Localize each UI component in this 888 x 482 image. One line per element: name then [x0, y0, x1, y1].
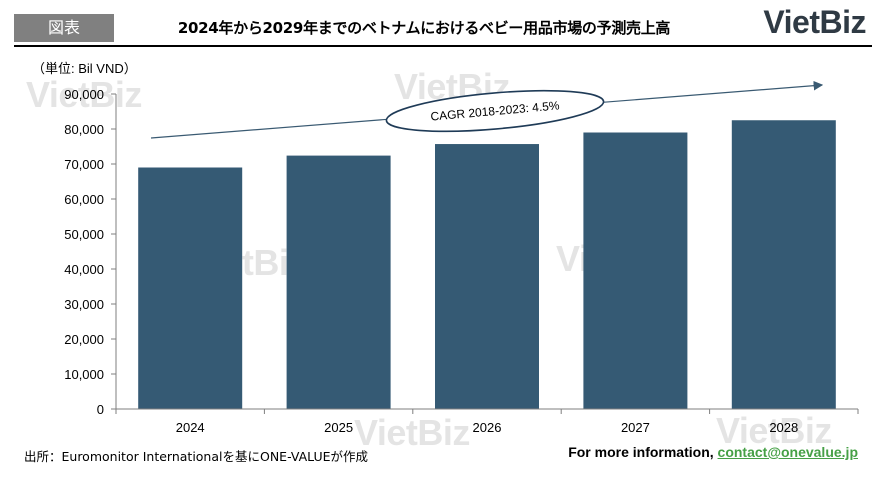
y-tick-label: 0	[97, 402, 104, 417]
x-tick-label: 2025	[324, 420, 353, 435]
x-tick-label: 2024	[176, 420, 205, 435]
x-tick-label: 2026	[473, 420, 502, 435]
y-tick-label: 60,000	[64, 192, 104, 207]
source-note: 出所：Euromonitor Internationalを基にONE-VALUE…	[24, 449, 369, 464]
y-tick-label: 70,000	[64, 157, 104, 172]
y-tick-label: 90,000	[64, 87, 104, 102]
x-tick-label: 2028	[769, 420, 798, 435]
watermark: VietBiz	[354, 412, 470, 453]
header: 図表 2024年から2029年までのベトナムにおけるベビー用品市場の予測売上高 …	[14, 4, 872, 44]
chart-title: 2024年から2029年までのベトナムにおけるベビー用品市場の予測売上高	[177, 19, 671, 37]
contact-info: For more information, contact@onevalue.j…	[568, 444, 858, 460]
cagr-ellipse	[385, 89, 605, 133]
watermark: VietBiz	[26, 74, 142, 115]
bar-2026	[435, 144, 539, 410]
x-tick-label: 2027	[621, 420, 650, 435]
bar-2025	[286, 155, 391, 409]
watermark: VietBiz	[716, 410, 832, 451]
y-tick-label: 80,000	[64, 122, 104, 137]
unit-label: （単位: Bil VND）	[32, 61, 137, 76]
y-tick-label: 20,000	[64, 332, 104, 347]
bar-2024	[138, 167, 243, 409]
y-tick-label: 10,000	[64, 367, 104, 382]
y-tick-label: 40,000	[64, 262, 104, 277]
header-divider	[14, 45, 872, 47]
y-tick-label: 50,000	[64, 227, 104, 242]
bar-2028	[731, 120, 836, 409]
contact-prefix: For more information,	[568, 444, 718, 460]
bar-2027	[583, 132, 688, 409]
y-tick-label: 30,000	[64, 297, 104, 312]
contact-email-link[interactable]: contact@onevalue.jp	[717, 444, 858, 460]
vietbiz-logo: VietBiz	[763, 4, 866, 40]
figure-badge: 図表	[14, 14, 114, 42]
